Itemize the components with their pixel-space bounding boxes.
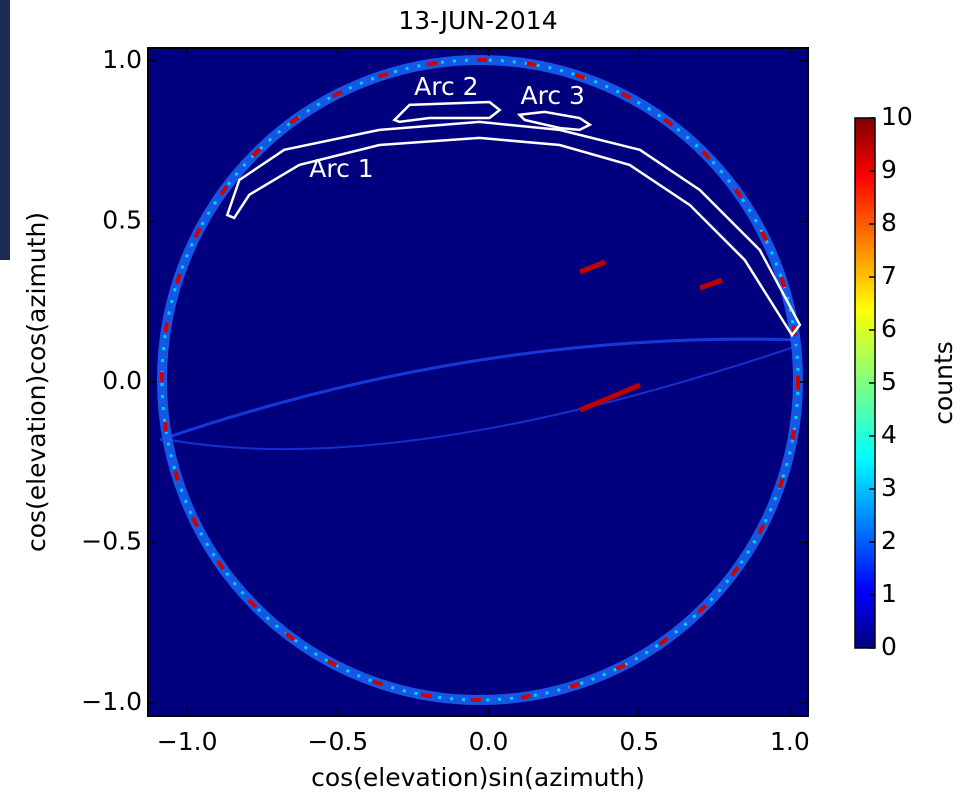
- arc-outline: [392, 100, 502, 124]
- colorbar-tick-label: 4: [881, 420, 897, 449]
- x-tick-label: −1.0: [157, 727, 218, 756]
- colorbar-tick-label: 8: [881, 208, 897, 237]
- y-tick-label: 0.0: [102, 366, 142, 395]
- arc-label: Arc 3: [521, 81, 585, 110]
- x-tick-label: 0.5: [619, 727, 659, 756]
- colorbar-tick-label: 9: [881, 155, 897, 184]
- y-tick-label: 0.5: [102, 205, 142, 234]
- colorbar-tick-label: 0: [881, 632, 897, 661]
- x-tick-label: 1.0: [770, 727, 810, 756]
- colorbar-tick-label: 10: [881, 102, 913, 131]
- y-tick-label: 1.0: [102, 45, 142, 74]
- colorbar-tick-label: 3: [881, 473, 897, 502]
- arc-label: Arc 1: [309, 154, 373, 183]
- x-tick-label: −0.5: [308, 727, 369, 756]
- colorbar-tick-label: 7: [881, 261, 897, 290]
- arc-outline: [516, 110, 593, 132]
- chart-title: 13-JUN-2014: [398, 6, 557, 35]
- heatmap-texture: [157, 55, 803, 705]
- arc-label: Arc 2: [414, 72, 478, 101]
- x-axis-label: cos(elevation)sin(azimuth): [311, 763, 645, 792]
- x-tick-label: 0.0: [469, 727, 509, 756]
- colorbar-tick-label: 5: [881, 367, 897, 396]
- page-edge: [0, 0, 10, 260]
- colorbar-tick-label: 2: [881, 526, 897, 555]
- y-tick-label: −0.5: [81, 527, 142, 556]
- colorbar-tick-label: 6: [881, 314, 897, 343]
- colorbar-tick-label: 1: [881, 579, 897, 608]
- y-tick-label: −1.0: [81, 687, 142, 716]
- arc-outline: [225, 120, 802, 338]
- plot-area: [147, 47, 809, 717]
- y-axis-label: cos(elevation)cos(azimuth): [22, 212, 51, 552]
- colorbar-label: counts: [929, 341, 958, 425]
